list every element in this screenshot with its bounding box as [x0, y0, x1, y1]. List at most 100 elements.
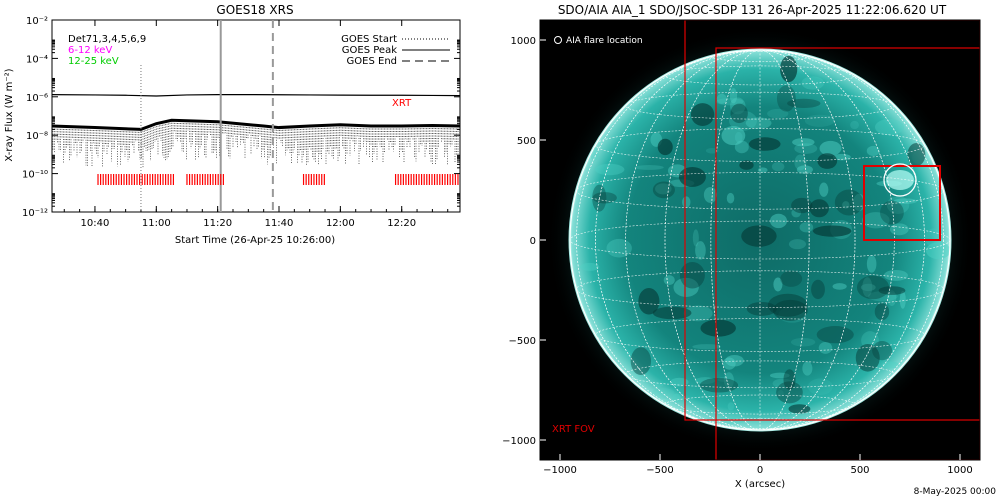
disk-brightening — [899, 290, 906, 309]
disk-brightening — [773, 277, 783, 292]
disk-dark-region — [907, 142, 926, 167]
goes-noise — [52, 120, 459, 168]
disk-dark-region — [678, 166, 706, 187]
aia-xtick-label: −500 — [646, 465, 673, 476]
latitude-line — [570, 220, 950, 260]
disk-brightening — [819, 140, 842, 156]
legend-goes-start: GOES Start — [341, 34, 397, 45]
disk-brightening — [833, 153, 851, 161]
disk-brightening — [673, 277, 699, 297]
xrt-coverage — [97, 174, 459, 185]
disk-brightening — [725, 354, 744, 367]
disk-brightening — [651, 387, 675, 399]
aia-xtick-label: −1000 — [543, 465, 577, 476]
disk-brightening — [655, 183, 672, 195]
flare-legend-label: AIA flare location — [566, 36, 643, 46]
disk-dark-region — [780, 270, 803, 287]
disk-dark-region — [787, 98, 821, 108]
disk-brightening — [717, 377, 729, 382]
aia-ytick-label: −500 — [509, 336, 536, 347]
disk-dark-region — [746, 301, 777, 316]
disk-brightening — [818, 342, 833, 354]
goes-xtick-label: 10:40 — [81, 218, 110, 229]
disk-brightening — [804, 114, 835, 127]
xrt-label: XRT — [392, 98, 412, 109]
goes-ytick-label: 10⁻² — [26, 16, 48, 27]
disk-brightening — [705, 147, 719, 154]
longitude-line — [664, 50, 856, 430]
goes-ytick-label: 10⁻¹² — [22, 208, 48, 219]
disk-dark-region — [657, 138, 673, 156]
disk-dark-region — [856, 275, 890, 300]
disk-brightening — [695, 241, 706, 260]
disk-brightening — [757, 167, 768, 173]
disk-brightening — [722, 357, 736, 370]
disk-brightening — [770, 213, 788, 229]
aia-ytick-label: −1000 — [502, 436, 536, 447]
longitude-line — [710, 50, 810, 430]
goes-ytick-label: 10⁻⁶ — [26, 93, 48, 104]
disk-dark-region — [855, 344, 880, 372]
aia-xlabel: X (arcsec) — [735, 479, 785, 490]
disk-brightening — [794, 154, 807, 171]
disk-brightening — [723, 372, 734, 389]
disk-dark-region — [874, 303, 890, 321]
xrt-fov-box — [715, 47, 980, 460]
disk-dark-region — [592, 192, 617, 204]
disk-dark-region — [767, 293, 808, 317]
goes-xtick-label: 11:00 — [142, 218, 171, 229]
disk-dark-region — [783, 369, 796, 390]
aia-ytick-label: 500 — [517, 136, 536, 147]
aia-xtick-label: 1000 — [947, 465, 972, 476]
disk-brightening — [799, 222, 814, 233]
disk-brightening — [730, 97, 746, 115]
aia-tick-labels: −1000 −500 0 500 1000 1000 500 0 −500 −1000 — [502, 36, 973, 476]
disk-brightening — [728, 110, 758, 131]
disk-brightening — [860, 283, 876, 292]
disk-brightening — [769, 372, 790, 379]
disk-brightening — [866, 145, 880, 157]
disk-dark-region — [739, 160, 754, 170]
disk-brightening — [734, 140, 749, 154]
disk-brightening — [788, 239, 807, 250]
aia-ytick-label: 0 — [530, 236, 536, 247]
legend-detectors: Det71,3,4,5,6,9 — [68, 34, 146, 45]
disk-brightening — [727, 402, 735, 411]
goes-xtick-label: 12:00 — [326, 218, 355, 229]
disk-brightening — [802, 361, 813, 376]
xrt-fov-label: XRT FOV — [552, 424, 595, 435]
goes-xlabel: Start Time (26-Apr-25 10:26:00) — [175, 235, 335, 246]
disk-dark-region — [817, 153, 838, 169]
disk-brightening — [606, 238, 632, 258]
disk-brightening — [594, 163, 625, 176]
disk-dark-region — [730, 103, 748, 124]
disk-brightening — [716, 93, 727, 104]
legend-band-12-25kev: 12-25 keV — [68, 56, 119, 67]
disk-brightening — [682, 196, 691, 208]
disk-dark-region — [788, 404, 811, 414]
disk-brightening — [683, 305, 713, 322]
disk-dark-region — [791, 197, 813, 214]
goes-series-line — [51, 118, 461, 131]
disk-dark-region — [652, 181, 675, 199]
xrt-fov-boxes — [684, 20, 980, 460]
goes-chart-title: GOES18 XRS — [216, 3, 293, 17]
disk-brightening — [819, 182, 829, 197]
disk-brightening — [874, 118, 905, 136]
disk-dark-region — [679, 261, 705, 289]
goes-series-line — [51, 94, 461, 97]
disk-brightening — [883, 269, 908, 281]
disk-dark-region — [773, 299, 808, 321]
aia-xtick-label: 500 — [850, 465, 869, 476]
disk-brightening — [695, 377, 715, 385]
aia-xtick-label: 0 — [757, 465, 763, 476]
disk-brightening — [621, 350, 631, 358]
flare-brightening — [886, 170, 914, 190]
disk-brightening — [721, 126, 746, 146]
legend-goes-peak: GOES Peak — [342, 45, 397, 56]
disk-brightening — [767, 108, 789, 119]
disk-brightening — [579, 262, 600, 271]
disk-brightening — [772, 378, 794, 389]
disk-brightening — [670, 377, 689, 387]
disk-dark-region — [880, 200, 904, 225]
